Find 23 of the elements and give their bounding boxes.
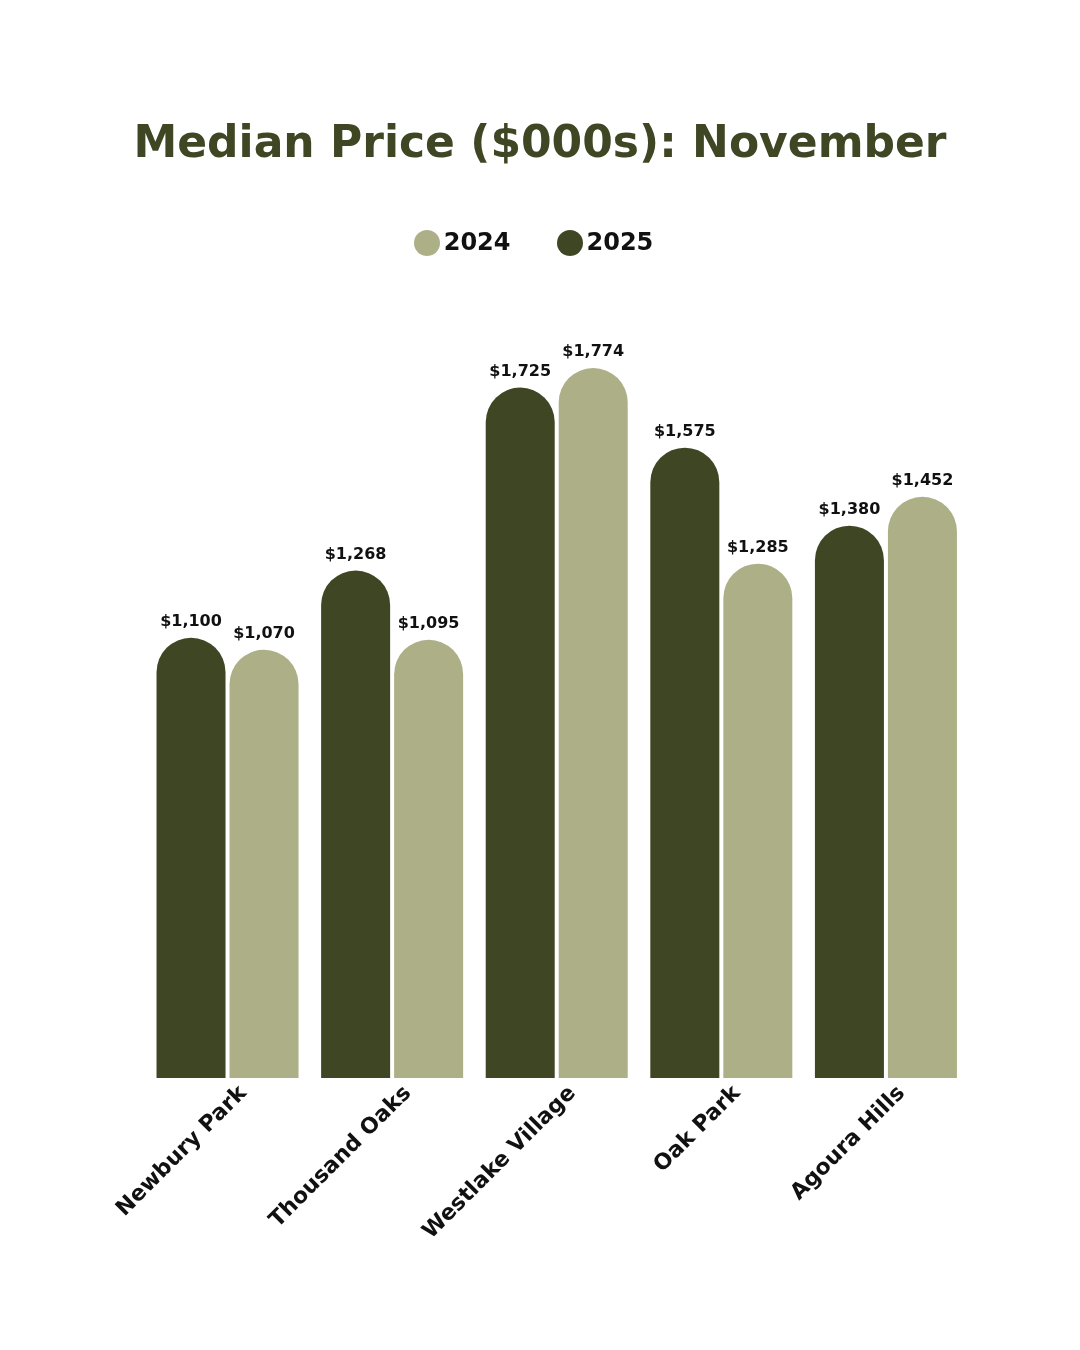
bar	[650, 447, 720, 1078]
data-label: $1,575	[653, 420, 716, 440]
chart-title: Median Price ($000s): November	[132, 116, 948, 167]
bar	[229, 649, 299, 1078]
legend-label: 2024	[443, 228, 511, 256]
data-label: $1,725	[489, 360, 552, 380]
data-label: $1,774	[562, 341, 625, 360]
data-label: $1,070	[233, 622, 295, 642]
data-label: $1,095	[397, 612, 460, 632]
data-label: $1,100	[160, 610, 222, 630]
bar	[321, 570, 391, 1078]
bar	[558, 368, 628, 1078]
bar	[887, 496, 957, 1078]
bar	[485, 387, 555, 1078]
legend-label: 2025	[586, 228, 654, 256]
bar	[156, 637, 226, 1078]
data-label: $1,380	[818, 498, 881, 518]
data-label: $1,268	[324, 543, 387, 563]
bar	[814, 525, 884, 1078]
bar	[394, 639, 464, 1078]
data-label: $1,452	[891, 469, 954, 489]
bar	[723, 563, 793, 1078]
data-label: $1,285	[726, 536, 789, 556]
